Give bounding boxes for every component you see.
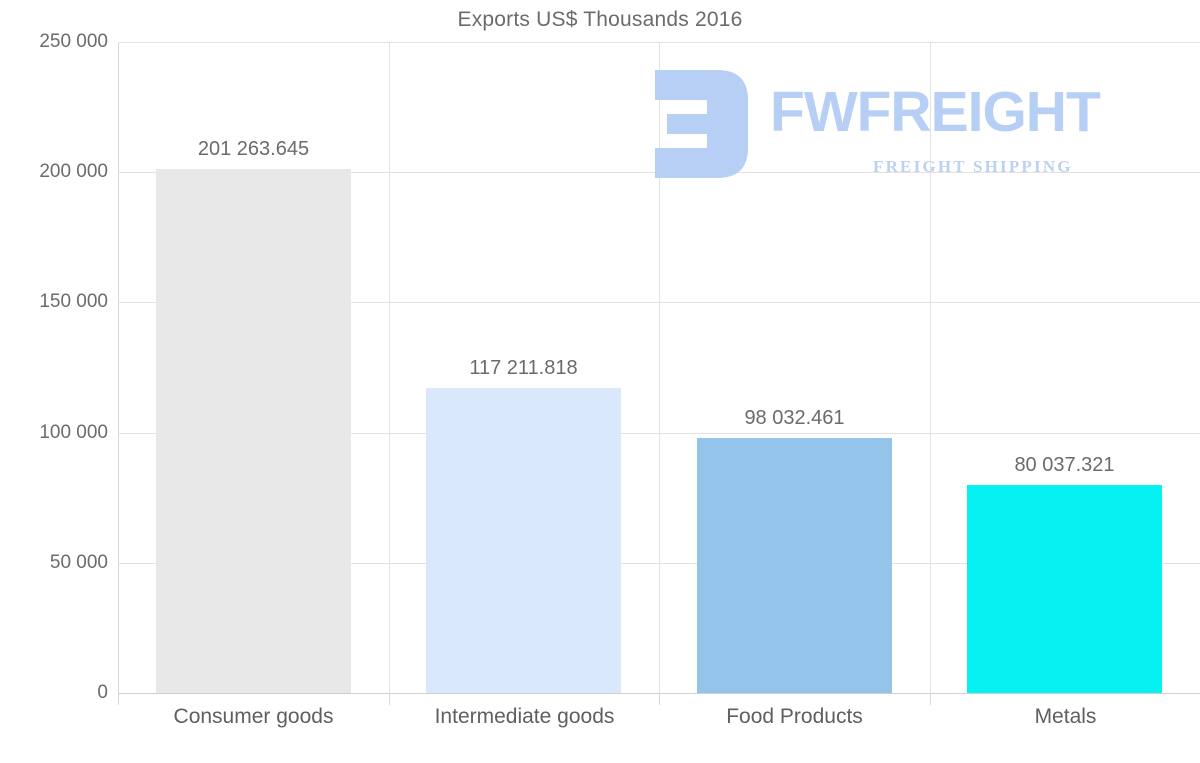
gridline-vertical [389, 42, 390, 693]
gridline-vertical [659, 42, 660, 693]
x-axis-tick-label: Consumer goods [173, 705, 334, 728]
x-axis-tick-label: Metals [1034, 705, 1097, 728]
bar-value-label: 117 211.818 [469, 356, 578, 379]
bar-value-label: 80 037.321 [1014, 453, 1115, 476]
x-axis-tickmark [930, 693, 931, 705]
bar-value-label: 98 032.461 [744, 406, 845, 429]
y-axis-tick-label: 150 000 [39, 291, 108, 313]
chart-title: Exports US$ Thousands 2016 [457, 8, 743, 31]
y-axis-tick-label: 50 000 [49, 551, 108, 573]
bar[interactable] [426, 387, 621, 693]
gridline-vertical [930, 42, 931, 693]
y-axis-tick-label: 0 [97, 682, 108, 703]
plot-area [118, 42, 1200, 694]
y-axis-line [118, 42, 119, 693]
y-axis-tick-label: 200 000 [39, 161, 108, 183]
x-axis-tickmark [118, 693, 119, 705]
y-axis-tick-label: 100 000 [39, 421, 108, 443]
x-axis-tick-label: Intermediate goods [434, 705, 615, 728]
bar[interactable] [697, 437, 892, 693]
bar-value-label: 201 263.645 [197, 137, 310, 160]
bar[interactable] [156, 168, 351, 693]
bar[interactable] [967, 484, 1162, 693]
x-axis-tickmark [659, 693, 660, 705]
x-axis-tickmark [389, 693, 390, 705]
x-axis-tick-label: Food Products [726, 705, 863, 728]
y-axis-tick-label: 250 000 [39, 31, 108, 52]
